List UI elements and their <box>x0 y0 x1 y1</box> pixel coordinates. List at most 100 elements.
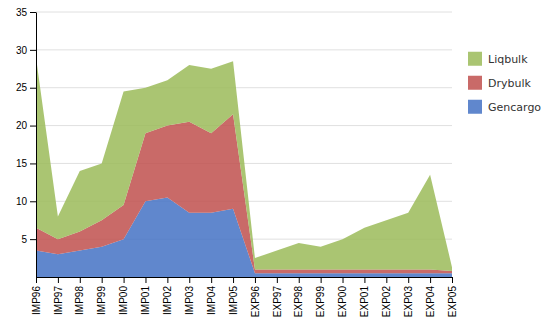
x-tick-mark <box>211 277 212 283</box>
area <box>36 57 452 271</box>
y-tick-label: 15 <box>16 158 28 169</box>
plot: 5101520253035IMP96IMP97IMP98IMP99IMP00IM… <box>16 7 458 317</box>
x-tick: IMP05 <box>228 277 239 315</box>
x-tick-mark <box>343 277 344 283</box>
legend-item: Liqbulk <box>468 52 528 66</box>
x-axis: IMP96 IMP97 IMP98 IMP99 IMP00 IMP01 IMP02 IMP03… <box>31 277 458 317</box>
x-tick-label: EXP97 <box>272 286 283 318</box>
x-tick-label: IMP98 <box>74 286 85 315</box>
x-tick-label: EXP01 <box>359 286 370 318</box>
y-tick-mark <box>30 12 36 13</box>
x-tick-mark <box>430 277 431 283</box>
y-tick: 15 <box>16 158 36 169</box>
x-tick-mark <box>452 277 453 283</box>
y-tick: 10 <box>16 196 36 207</box>
legend-item: Drybulk <box>468 76 532 90</box>
legend-swatch <box>468 52 482 66</box>
x-tick-label: EXP00 <box>337 286 348 318</box>
x-tick-label: EXP03 <box>403 286 414 318</box>
y-tick-mark <box>30 201 36 202</box>
x-tick-label: IMP02 <box>162 286 173 315</box>
y-tick-mark <box>30 88 36 89</box>
grid-line <box>36 87 452 88</box>
legend-item: Gencargo <box>468 100 541 114</box>
x-tick-label: EXP05 <box>447 286 458 318</box>
marks <box>36 57 452 277</box>
x-tick-label: IMP05 <box>228 286 239 315</box>
legend: Liqbulk Drybulk Gencargo <box>468 52 541 114</box>
x-tick: IMP04 <box>206 277 217 315</box>
legend-swatch <box>468 100 482 114</box>
x-tick-label: EXP04 <box>425 286 436 318</box>
x-tick: IMP00 <box>118 277 129 315</box>
x-tick: EXP98 <box>293 277 304 317</box>
y-axis: 5 10 15 20 25 30 35 <box>16 7 37 278</box>
x-axis-line <box>37 277 453 278</box>
x-tick-label: EXP02 <box>381 286 392 318</box>
x-tick: EXP02 <box>381 277 392 317</box>
x-tick-label: IMP01 <box>140 286 151 315</box>
x-tick-label: EXP99 <box>315 286 326 318</box>
x-tick-mark <box>167 277 168 283</box>
x-tick: EXP97 <box>272 277 283 317</box>
x-tick: EXP03 <box>403 277 414 317</box>
x-tick: IMP98 <box>74 277 85 315</box>
y-tick: 25 <box>16 82 36 93</box>
x-tick-mark <box>364 277 365 283</box>
legend-label: Liqbulk <box>488 53 528 66</box>
grid-line <box>36 49 452 50</box>
x-tick-mark <box>36 277 37 283</box>
x-tick-mark <box>255 277 256 283</box>
x-tick-mark <box>189 277 190 283</box>
x-tick: EXP96 <box>250 277 261 317</box>
y-tick-label: 30 <box>16 45 28 56</box>
y-tick-label: 10 <box>16 196 28 207</box>
x-tick-label: IMP03 <box>184 286 195 315</box>
x-tick-label: IMP00 <box>118 286 129 315</box>
x-tick-mark <box>277 277 278 283</box>
x-tick: IMP97 <box>53 277 64 315</box>
x-tick-mark <box>321 277 322 283</box>
x-tick-mark <box>145 277 146 283</box>
chart: 5101520253035IMP96IMP97IMP98IMP99IMP00IM… <box>0 0 547 325</box>
x-tick-mark <box>233 277 234 283</box>
x-tick-label: EXP98 <box>293 286 304 318</box>
grid-line <box>36 12 452 13</box>
y-tick-label: 5 <box>21 234 27 245</box>
x-tick-label: EXP96 <box>250 286 261 318</box>
legend-swatch <box>468 76 482 90</box>
x-tick-label: IMP99 <box>96 286 107 315</box>
x-tick: EXP00 <box>337 277 348 317</box>
x-tick-mark <box>386 277 387 283</box>
x-tick-mark <box>408 277 409 283</box>
legend-label: Gencargo <box>488 101 541 114</box>
y-axis-line <box>36 13 37 278</box>
y-tick-mark <box>30 239 36 240</box>
x-tick: EXP05 <box>447 277 458 317</box>
y-tick: 20 <box>16 120 36 131</box>
y-tick: 35 <box>16 7 36 18</box>
x-tick-label: IMP04 <box>206 286 217 315</box>
x-tick-label: IMP97 <box>53 286 64 315</box>
y-tick-mark <box>30 126 36 127</box>
x-tick: IMP01 <box>140 277 151 315</box>
y-tick: 5 <box>21 234 36 245</box>
x-tick: EXP99 <box>315 277 326 317</box>
x-tick-mark <box>80 277 81 283</box>
x-tick: IMP02 <box>162 277 173 315</box>
x-tick-mark <box>58 277 59 283</box>
grid-line <box>36 125 452 126</box>
legend-label: Drybulk <box>488 77 532 90</box>
y-tick-mark <box>30 50 36 51</box>
y-tick-mark <box>30 163 36 164</box>
x-tick-mark <box>102 277 103 283</box>
y-tick-label: 35 <box>16 7 28 18</box>
y-tick-label: 25 <box>16 82 28 93</box>
x-tick-mark <box>299 277 300 283</box>
y-tick: 30 <box>16 45 36 56</box>
x-tick: IMP99 <box>96 277 107 315</box>
x-tick-mark <box>124 277 125 283</box>
x-tick: EXP04 <box>425 277 436 317</box>
x-tick-label: IMP96 <box>31 286 42 315</box>
x-tick: IMP03 <box>184 277 195 315</box>
